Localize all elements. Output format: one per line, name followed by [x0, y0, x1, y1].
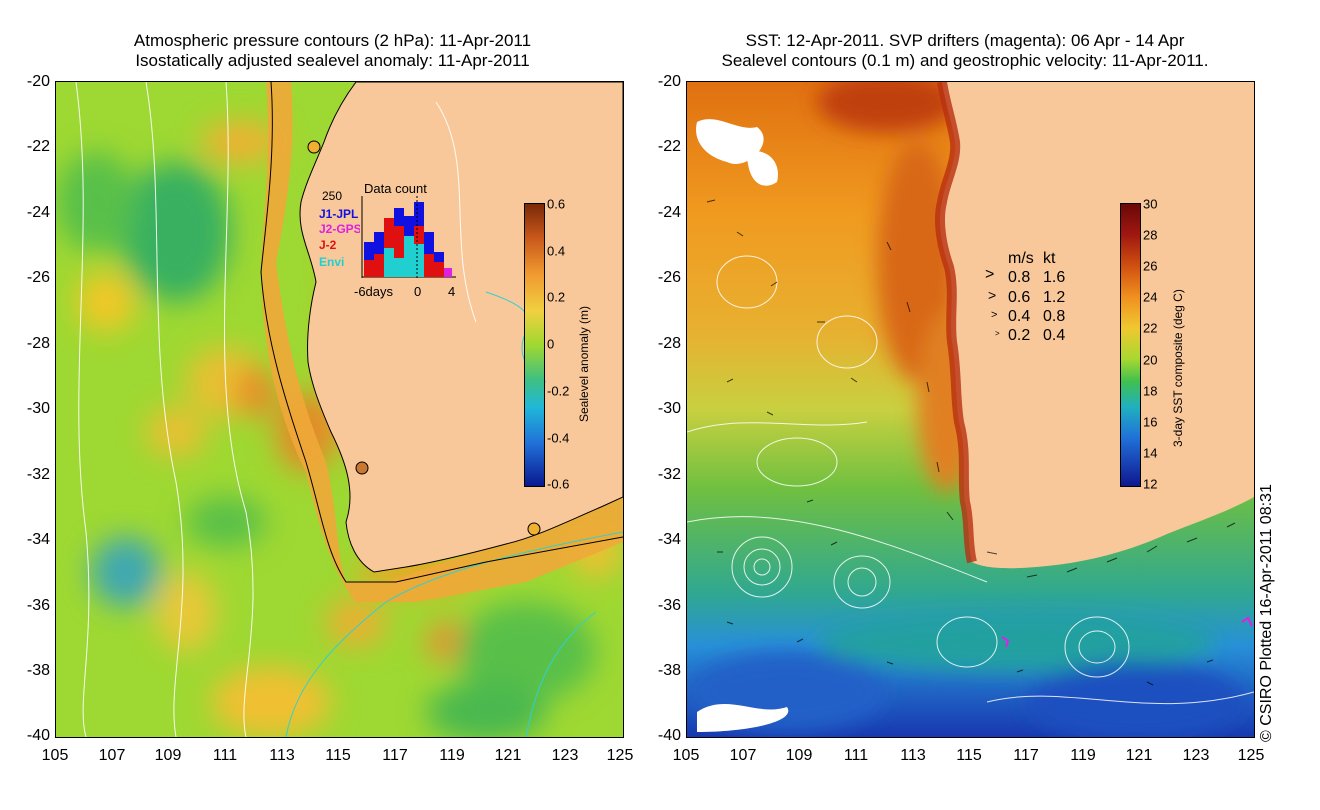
left-lat-tick: -40	[26, 727, 50, 744]
inset-series-j2: J2-GPS	[319, 222, 362, 236]
right-lon-tick: 119	[1070, 747, 1096, 764]
sst-cb-tick-1: 28	[1143, 227, 1158, 243]
left-lon-tick: 109	[154, 747, 182, 764]
sst-cb-tick-5: 20	[1143, 352, 1158, 368]
sst-cb-label: 3-day SST composite (deg C)	[1171, 289, 1185, 447]
right-lon-tick: 125	[1237, 747, 1265, 764]
velocity-legend-ms: 0.8	[1008, 269, 1031, 286]
right-lat-tick: -28	[657, 335, 681, 352]
inset-ymax-label: 250	[322, 189, 343, 203]
velocity-legend-header-ms: m/s	[1008, 250, 1034, 267]
left-lon-tick: 125	[606, 747, 634, 764]
velocity-arrow-icon: >	[988, 287, 997, 303]
velocity-arrow-icon: >	[991, 309, 998, 321]
left-lat-tick: -32	[26, 466, 50, 483]
velocity-legend-kt: 0.8	[1043, 308, 1066, 325]
right-lon-tick: 113	[900, 747, 926, 764]
right-lon-tick: 123	[1182, 747, 1210, 764]
sst-cb-tick-9: 12	[1143, 476, 1158, 492]
velocity-legend-ms: 0.2	[1008, 327, 1031, 344]
left-lat-tick: -38	[26, 662, 50, 679]
right-lat-tick: -34	[657, 531, 681, 548]
left-lon-tick: 119	[439, 747, 465, 764]
sealevel-cb-tick-0: 0.6	[547, 196, 566, 212]
left-lat-tick: -20	[26, 73, 50, 90]
right-lat-tick: -32	[657, 466, 681, 483]
australia-landmass	[939, 82, 1254, 569]
right-lon-tick: 115	[956, 747, 982, 764]
velocity-legend-kt: 0.4	[1043, 327, 1066, 344]
right-lat-tick: -26	[657, 269, 681, 286]
right-lat-tick: -22	[657, 138, 681, 155]
left-title-line1: Atmospheric pressure contours (2 hPa): 1…	[133, 31, 532, 50]
inset-xtick-end: 4	[448, 284, 456, 299]
left-lon-tick: 121	[494, 747, 522, 764]
inset-series-j-2: J-2	[319, 238, 337, 252]
left-lon-tick: 111	[212, 747, 238, 764]
velocity-legend-header-kt: kt	[1043, 250, 1056, 267]
right-lon-tick: 105	[672, 747, 700, 764]
left-lat-tick: -24	[26, 204, 50, 221]
right-lat-tick: -40	[657, 727, 681, 744]
sst-cb-tick-4: 22	[1143, 320, 1158, 336]
velocity-legend-ms: 0.6	[1008, 289, 1031, 306]
left-lon-tick: 105	[41, 747, 69, 764]
sst-map-graphic	[687, 82, 1254, 737]
sst-cb-tick-7: 16	[1143, 414, 1158, 430]
right-lon-tick: 109	[785, 747, 813, 764]
sealevel-cb-tick-5: -0.4	[547, 430, 570, 446]
sealevel-cb-tick-1: 0.4	[547, 243, 566, 259]
left-lat-tick: -22	[26, 138, 50, 155]
right-title-line1: SST: 12-Apr-2011. SVP drifters (magenta)…	[745, 31, 1185, 50]
velocity-legend-kt: 1.6	[1043, 269, 1066, 286]
velocity-arrow-icon: >	[985, 266, 995, 283]
left-lon-tick: 115	[325, 747, 351, 764]
inset-xtick-start: -6days	[354, 284, 394, 299]
inset-series-j1: J1-JPL	[319, 207, 359, 221]
sealevel-cb-tick-4: -0.2	[547, 383, 570, 399]
velocity-legend-kt: 1.2	[1043, 289, 1066, 306]
inset-xtick-zero: 0	[414, 284, 422, 299]
left-lat-tick: -34	[26, 531, 50, 548]
credit-text: © CSIRO Plotted 16-Apr-2011 08:31	[1258, 484, 1275, 742]
right-lat-tick: -30	[657, 400, 681, 417]
sst-cb-tick-0: 30	[1143, 196, 1158, 212]
sealevel-cb-label: Sealevel anomaly (m)	[577, 305, 591, 422]
right-title-line2: Sealevel contours (0.1 m) and geostrophi…	[721, 51, 1209, 70]
sst-cb-tick-6: 18	[1143, 383, 1158, 399]
left-lat-tick: -28	[26, 335, 50, 352]
left-lon-tick: 107	[98, 747, 126, 764]
sst-colorbar	[1120, 203, 1141, 487]
velocity-legend-ms: 0.4	[1008, 308, 1031, 325]
right-lat-tick: -20	[657, 73, 681, 90]
right-lon-tick: 121	[1125, 747, 1153, 764]
right-lat-tick: -36	[657, 597, 681, 614]
sealevel-cb-tick-2: 0.2	[547, 289, 566, 305]
inset-series-envi: Envi	[319, 255, 345, 269]
sst-cb-tick-3: 24	[1143, 289, 1158, 305]
sealevel-cb-tick-6: -0.6	[547, 476, 570, 492]
right-lon-tick: 107	[729, 747, 757, 764]
inset-bars	[360, 196, 456, 278]
right-lat-tick: -38	[657, 662, 681, 679]
left-lon-tick: 117	[382, 747, 408, 764]
sst-cb-tick-8: 14	[1143, 445, 1158, 461]
velocity-arrow-icon: >	[995, 329, 1000, 338]
left-lon-tick: 113	[269, 747, 295, 764]
left-lat-tick: -26	[26, 269, 50, 286]
left-title-line2: Isostatically adjusted sealevel anomaly:…	[135, 51, 530, 70]
inset-title: Data count	[364, 181, 427, 196]
left-lat-tick: -30	[26, 400, 50, 417]
sst-cb-tick-2: 26	[1143, 258, 1158, 274]
left-lat-tick: -36	[26, 597, 50, 614]
sst-map	[686, 81, 1255, 738]
left-lon-tick: 123	[551, 747, 579, 764]
right-lat-tick: -24	[657, 204, 681, 221]
right-lon-tick: 111	[843, 747, 869, 764]
sealevel-colorbar	[524, 203, 545, 487]
sealevel-cb-tick-3: 0	[547, 336, 555, 352]
right-lon-tick: 117	[1013, 747, 1039, 764]
